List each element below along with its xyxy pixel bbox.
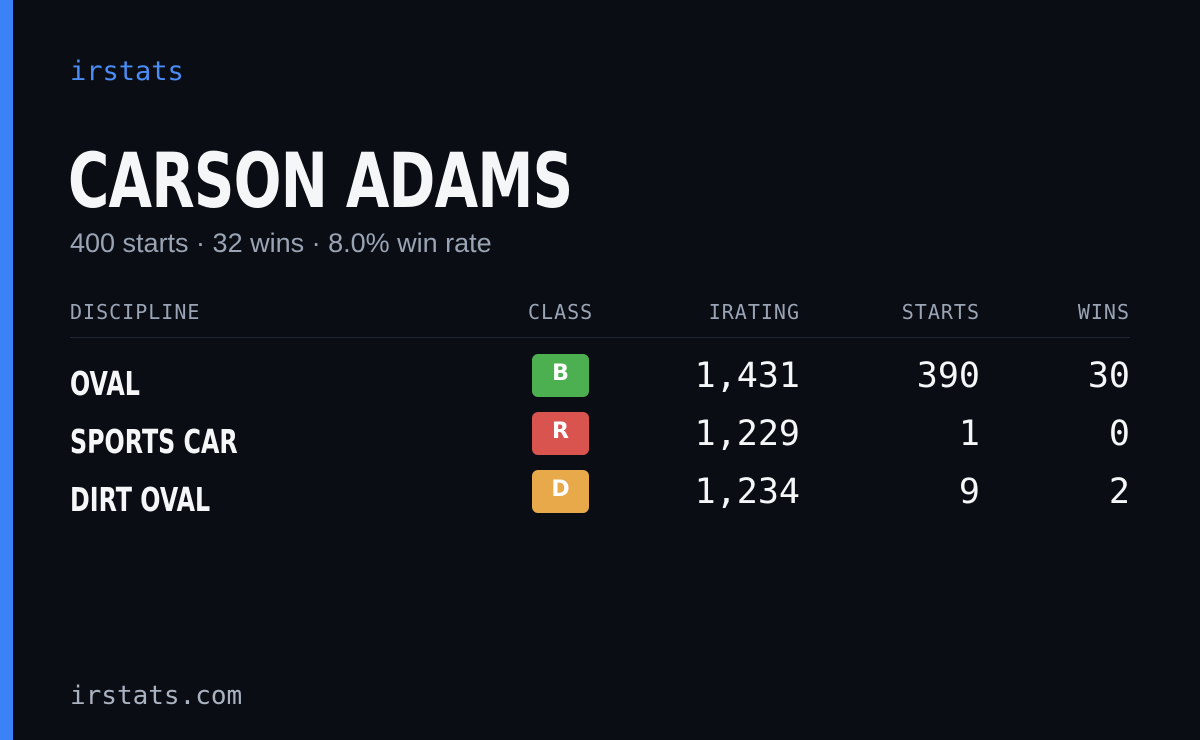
driver-summary: 400 starts · 32 wins · 8.0% win rate [70,228,492,258]
discipline-name: OVAL [70,364,140,403]
table-row: OVAL B 1,431 390 30 [70,354,1130,406]
starts-value: 9 [958,472,980,512]
irating-value: 1,431 [694,356,800,396]
discipline-name: DIRT OVAL [70,480,211,519]
driver-name: CARSON ADAMS [68,136,573,225]
footer-site-link[interactable]: irstats.com [70,681,243,711]
class-badge: D [532,470,589,513]
brand-logo: irstats [70,56,184,87]
accent-bar [0,0,13,740]
wins-value: 0 [1108,414,1130,454]
wins-value: 30 [1087,356,1130,396]
header-irating: IRATING [708,300,800,324]
table-row: DIRT OVAL D 1,234 9 2 [70,470,1130,522]
irating-value: 1,234 [694,472,800,512]
header-discipline: DISCIPLINE [70,300,201,324]
header-class: CLASS [528,300,594,324]
table-row: SPORTS CAR R 1,229 1 0 [70,412,1130,464]
starts-value: 390 [916,356,980,396]
class-badge: R [532,412,589,455]
table-header: DISCIPLINE CLASS IRATING STARTS WINS [70,300,1130,338]
header-wins: WINS [1077,300,1130,324]
wins-value: 2 [1108,472,1130,512]
irating-value: 1,229 [694,414,800,454]
discipline-name: SPORTS CAR [70,422,238,461]
class-badge: B [532,354,589,397]
starts-value: 1 [958,414,980,454]
header-starts: STARTS [901,300,980,324]
